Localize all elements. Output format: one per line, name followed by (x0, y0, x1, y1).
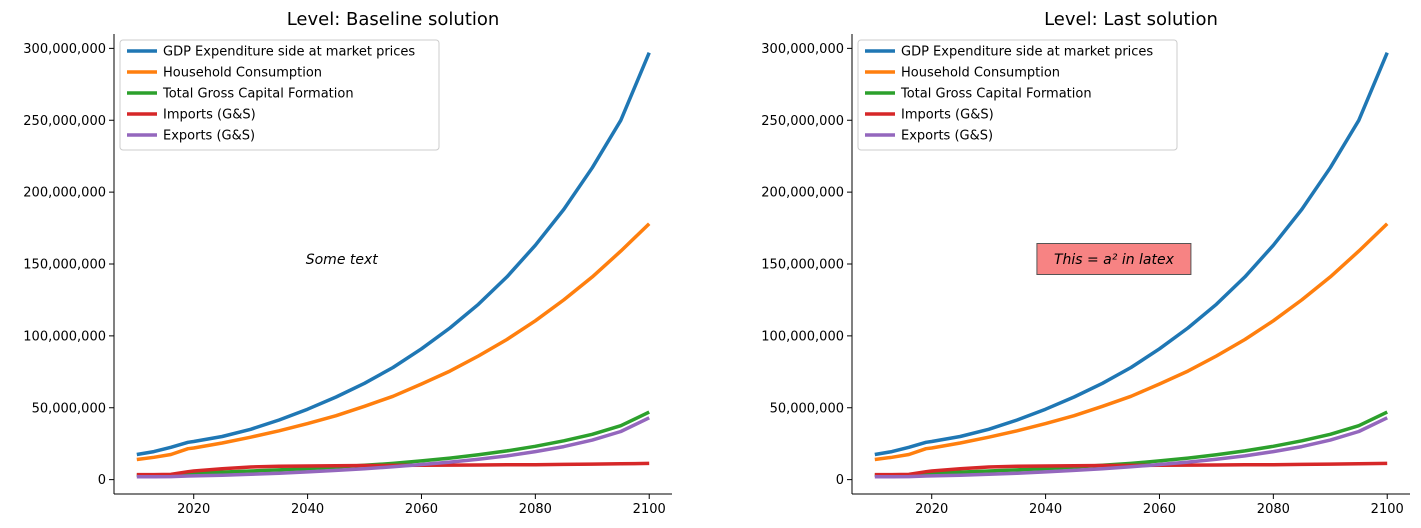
y-tick-label: 200,000,000 (761, 186, 844, 201)
y-tick-label: 250,000,000 (23, 114, 106, 129)
chart-panel-2: Level: Last solution 0 50,000,000 100,000,0… (761, 9, 1410, 517)
y-tick-label: 150,000,000 (23, 258, 106, 273)
chart-title: Level: Last solution (1044, 9, 1218, 30)
x-tick-label: 2020 (915, 502, 948, 517)
legend: GDP Expenditure side at market prices Hou… (119, 39, 440, 151)
y-tick-label: 300,000,000 (761, 42, 844, 57)
legend-frame (857, 39, 1178, 151)
legend-entry: Imports (G&S) (901, 108, 994, 123)
chart-panel-1: Level: Baseline solution 0 50,000,000 100,0… (23, 9, 672, 517)
series-line-5 (874, 416, 1388, 479)
y-tick-label: 150,000,000 (761, 258, 844, 273)
y-tick-label: 50,000,000 (770, 401, 844, 416)
x-tick-label: 2040 (1029, 502, 1062, 517)
y-tick-label: 300,000,000 (23, 42, 106, 57)
y-tick-label: 100,000,000 (761, 329, 844, 344)
series-line-4 (136, 461, 650, 477)
legend-entry: Imports (G&S) (163, 108, 256, 123)
annotation-text: Some text (306, 252, 379, 268)
annotation-box (1036, 243, 1192, 275)
series-line-1 (136, 52, 651, 457)
legend-entry: GDP Expenditure side at market prices (901, 45, 1153, 60)
y-tick-label: 50,000,000 (32, 401, 106, 416)
legend-entry: Household Consumption (163, 66, 322, 81)
x-tick-label: 2060 (1143, 502, 1176, 517)
series-line-4 (874, 461, 1388, 477)
legend-entry: Total Gross Capital Formation (162, 87, 354, 102)
annotation-text: This = a² in latex (1054, 252, 1175, 268)
y-tick-label: 200,000,000 (23, 186, 106, 201)
x-tick-label: 2040 (291, 502, 324, 517)
x-tick-label: 2080 (1257, 502, 1290, 517)
chart-title: Level: Baseline solution (287, 9, 500, 30)
y-tick-label: 0 (98, 473, 106, 488)
y-tick-label: 0 (836, 473, 844, 488)
y-tick-label: 250,000,000 (761, 114, 844, 129)
series-line-5 (136, 416, 650, 479)
legend-entry: Household Consumption (901, 66, 1060, 81)
x-tick-label: 2020 (177, 502, 210, 517)
x-tick-label: 2060 (405, 502, 438, 517)
legend-entry: Exports (G&S) (163, 129, 255, 144)
legend-entry: Exports (G&S) (901, 129, 993, 144)
series-line-1 (874, 52, 1389, 457)
legend-entry: Total Gross Capital Formation (900, 87, 1092, 102)
legend-frame (119, 39, 440, 151)
y-tick-label: 100,000,000 (23, 329, 106, 344)
series-line-2 (874, 222, 1389, 462)
legend-entry: GDP Expenditure side at market prices (163, 45, 415, 60)
x-tick-label: 2100 (633, 502, 666, 517)
legend: GDP Expenditure side at market prices Hou… (857, 39, 1178, 151)
x-tick-label: 2100 (1371, 502, 1404, 517)
x-tick-label: 2080 (519, 502, 552, 517)
series-line-2 (136, 222, 651, 462)
